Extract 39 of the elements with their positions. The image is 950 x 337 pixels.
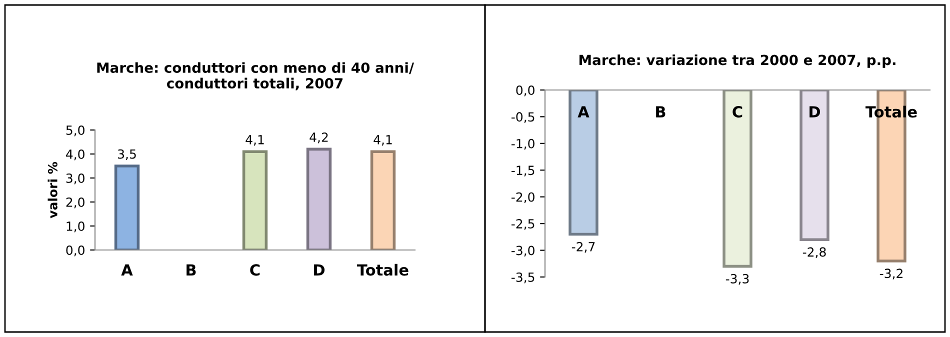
x-tick-label: D [314, 264, 325, 276]
y-tick-label: 3,0 [66, 173, 84, 184]
y-axis-title: valori % [48, 162, 58, 218]
data-label: 4,1 [246, 135, 264, 146]
data-label: 4,2 [310, 132, 328, 144]
y-tick-label: -0,5 [512, 112, 534, 123]
y-tick-label: -2,5 [512, 219, 534, 230]
bar [114, 164, 140, 250]
y-tick-label: -2,0 [512, 192, 534, 204]
y-tick-label: 2,0 [66, 197, 84, 208]
x-tick-label: D [810, 106, 820, 118]
x-tick-label: B [656, 106, 666, 118]
y-tick-label: 0,0 [66, 245, 84, 256]
chart-title: Marche: conduttori con meno di 40 anni/ conduttori totali, 2007 [97, 62, 414, 90]
bar [306, 148, 332, 250]
x-tick-label: A [121, 264, 133, 276]
data-label: -3,2 [880, 268, 902, 280]
x-tick-label: Totale [357, 264, 408, 276]
x-tick-label: A [578, 106, 590, 118]
data-label: 4,1 [374, 135, 392, 146]
x-tick-label: C [732, 106, 742, 118]
data-label: -3,3 [726, 274, 749, 285]
x-tick-label: B [186, 264, 196, 276]
x-tick-label: Totale [866, 106, 917, 118]
y-tick-label: 5,0 [66, 125, 84, 136]
bar [370, 150, 396, 250]
bar [242, 150, 268, 250]
data-label: -2,7 [572, 242, 595, 253]
y-tick-label: -3,5 [512, 272, 534, 284]
x-tick-label: C [250, 264, 260, 276]
y-tick-label: 0,0 [516, 85, 534, 96]
data-label: 3,5 [118, 149, 136, 160]
y-tick-label: 1,0 [66, 221, 84, 232]
y-tick-label: -3,0 [512, 246, 534, 256]
y-tick-label: -1,5 [512, 166, 534, 176]
data-label: -2,8 [802, 247, 826, 258]
chart-title: Marche: variazione tra 2000 e 2007, p.p. [580, 54, 896, 68]
y-tick-label: -1,0 [512, 138, 534, 150]
y-tick-label: 4,0 [66, 149, 84, 160]
